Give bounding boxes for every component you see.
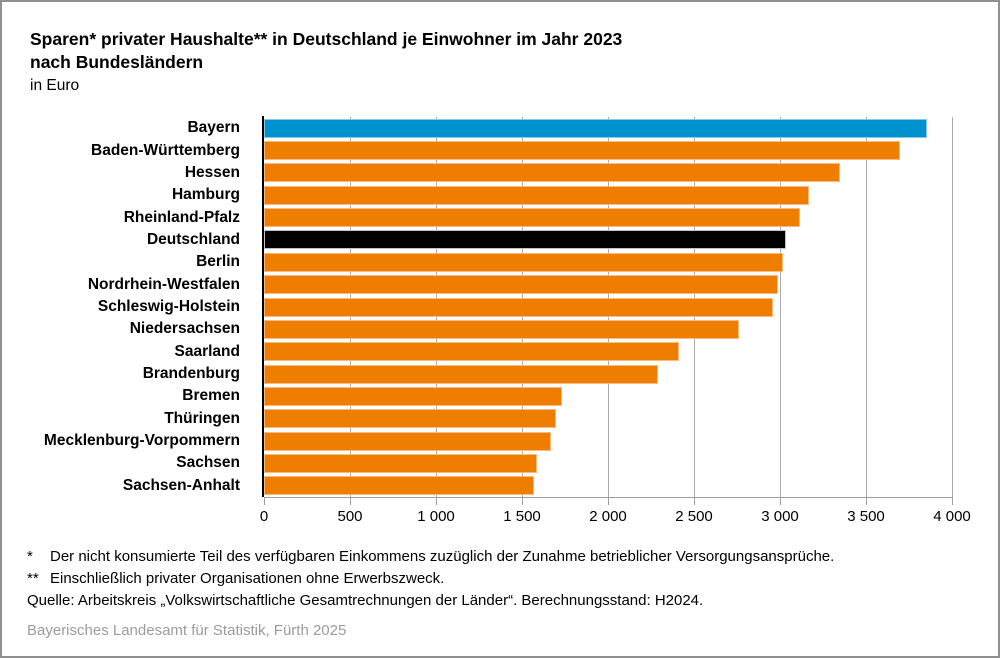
bar-bremen: [264, 386, 562, 406]
x-tick-label-4000: 4 000: [933, 508, 971, 525]
x-tick-3500: [865, 498, 867, 505]
category-label-schleswig-holstein: Schleswig-Holstein: [97, 297, 240, 315]
bar-thueringen: [264, 409, 556, 429]
footnote-2: ** Einschließlich privater Organisatione…: [27, 568, 834, 590]
category-label-sachsen-anhalt: Sachsen-Anhalt: [122, 476, 240, 494]
category-label-berlin: Berlin: [196, 253, 240, 271]
footnotes-block: * Der nicht konsumierte Teil des verfügb…: [27, 546, 834, 612]
title-block: Sparen* privater Haushalte** in Deutschl…: [30, 28, 622, 97]
category-label-baden-wuerttemberg: Baden-Württemberg: [91, 141, 240, 159]
category-label-hessen: Hessen: [184, 163, 240, 181]
footnote-1-marker: *: [27, 548, 33, 565]
x-tick-label-3500: 3 500: [847, 508, 885, 525]
x-tick-label-1000: 1 000: [417, 508, 455, 525]
bar-rheinland-pfalz: [264, 208, 800, 228]
gridline-3500: [865, 117, 867, 497]
category-label-saarland: Saarland: [174, 342, 240, 360]
chart-unit-label: in Euro: [30, 77, 80, 94]
chart-title-line2: nach Bundesländern: [30, 52, 204, 72]
category-label-rheinland-pfalz: Rheinland-Pfalz: [123, 208, 240, 226]
bar-sachsen-anhalt: [264, 476, 535, 496]
x-axis-line: [264, 497, 953, 498]
category-label-brandenburg: Brandenburg: [142, 365, 240, 383]
bar-hamburg: [264, 185, 810, 205]
x-axis-tick-labels: 0 500 1 000 1 500 2 000 2 500 3 000 3 500 4 000: [260, 508, 994, 528]
source-line: Quelle: Arbeitskreis „Volkswirtschaftlic…: [27, 592, 704, 609]
category-label-bayern: Bayern: [187, 119, 240, 137]
x-tick-label-2000: 2 000: [589, 508, 627, 525]
bar-deutschland: [264, 230, 787, 250]
y-axis-line: [262, 116, 264, 497]
category-label-mecklenburg-vorpommern: Mecklenburg-Vorpommern: [43, 432, 240, 450]
bar-saarland: [264, 342, 679, 362]
category-label-niedersachsen: Niedersachsen: [129, 320, 240, 338]
chart-title-line1: Sparen* privater Haushalte** in Deutschl…: [30, 29, 623, 49]
bar-schleswig-holstein: [264, 297, 774, 317]
footnote-1-text: Der nicht konsumierte Teil des verfügbar…: [50, 548, 835, 565]
x-tick-2000: [607, 498, 609, 505]
x-tick-label-0: 0: [259, 508, 269, 525]
footnote-2-text: Einschließlich privater Organisationen o…: [50, 570, 445, 587]
x-tick-label-500: 500: [337, 508, 363, 525]
gridline-4000: [951, 117, 953, 497]
category-label-hamburg: Hamburg: [171, 186, 240, 204]
x-tick-500: [349, 498, 351, 505]
bar-nordrhein-westfalen: [264, 275, 779, 295]
category-label-bremen: Bremen: [182, 387, 240, 405]
bar-mecklenburg-vorpommern: [264, 431, 552, 451]
x-tick-label-3000: 3 000: [761, 508, 799, 525]
publisher-imprint: Bayerisches Landesamt für Statistik, Für…: [27, 622, 347, 639]
category-axis-labels: Bayern Baden-Württemberg Hessen Hamburg Rhei…: [2, 117, 252, 497]
x-tick-1000: [435, 498, 437, 505]
x-axis-ticks: [263, 498, 953, 506]
bar-baden-wuerttemberg: [264, 141, 900, 161]
bar-berlin: [264, 252, 784, 272]
bar-bayern: [264, 118, 928, 138]
bar-niedersachsen: [264, 319, 739, 339]
category-label-deutschland: Deutschland: [146, 230, 240, 248]
category-label-thueringen: Thüringen: [164, 409, 240, 427]
x-tick-2500: [693, 498, 695, 505]
footnote-1: * Der nicht konsumierte Teil des verfügb…: [27, 546, 834, 568]
bar-hessen: [264, 163, 841, 183]
gridline-3000: [779, 117, 781, 497]
footnote-2-marker: **: [27, 570, 39, 587]
bar-brandenburg: [264, 364, 658, 384]
x-tick-0: [263, 498, 265, 505]
x-tick-label-2500: 2 500: [675, 508, 713, 525]
category-label-sachsen: Sachsen: [176, 454, 240, 472]
category-label-nordrhein-westfalen: Nordrhein-Westfalen: [87, 275, 240, 293]
x-tick-1500: [521, 498, 523, 505]
x-tick-3000: [779, 498, 781, 505]
plot-area: [264, 117, 953, 497]
x-tick-label-1500: 1 500: [503, 508, 541, 525]
bar-sachsen: [264, 453, 537, 473]
x-tick-4000: [951, 498, 953, 505]
